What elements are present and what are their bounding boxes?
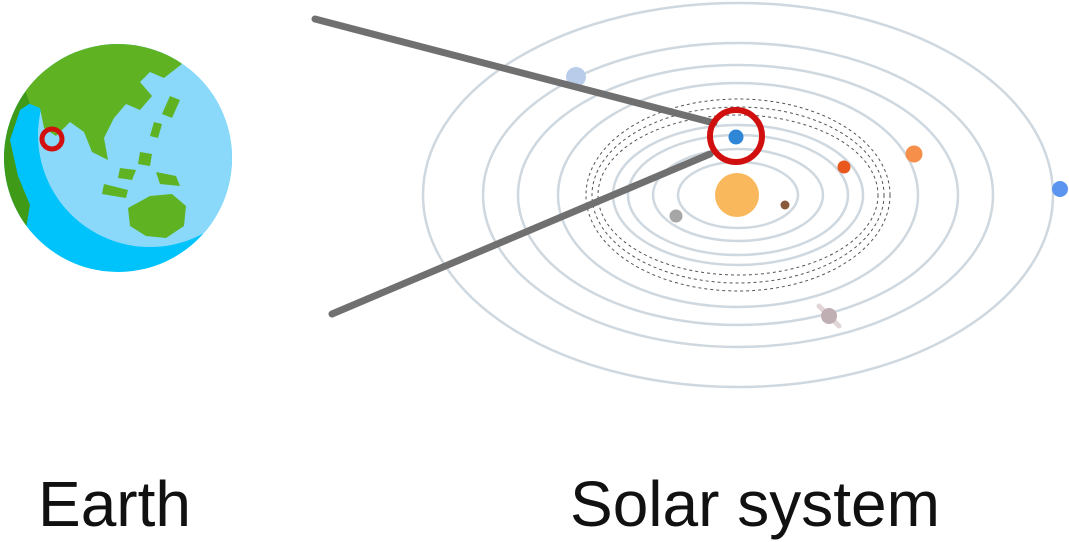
- planet-earth: [728, 129, 744, 145]
- earth-label: Earth: [38, 468, 191, 540]
- planet-mercury: [669, 209, 683, 223]
- asteroid-belt-outer: [585, 98, 891, 292]
- orbit-6: [516, 63, 960, 327]
- globe-island-1: [162, 96, 180, 118]
- planet-jupiter: [905, 145, 923, 163]
- globe-island-5: [156, 172, 180, 186]
- solar-system-diagram: [421, 1, 1068, 389]
- connector-line-top: [311, 15, 718, 127]
- location-ring-icon: [39, 126, 65, 152]
- globe-land-asia: [22, 44, 182, 160]
- globe-island-2: [150, 122, 162, 138]
- planet-mars: [837, 160, 851, 174]
- globe-island-6: [102, 184, 128, 198]
- orbit-7: [481, 41, 995, 349]
- solar-system-label: Solar system: [570, 468, 940, 540]
- globe-icon: [4, 44, 232, 272]
- globe-land-australia: [128, 194, 186, 238]
- globe-island-4: [138, 152, 152, 166]
- zoom-connector: [311, 15, 718, 318]
- connector-line-bottom: [328, 150, 714, 318]
- orbit-2: [651, 147, 825, 243]
- globe-island-3: [118, 168, 136, 180]
- highlight-ring-icon: [707, 107, 765, 165]
- orbit-8: [421, 1, 1055, 389]
- planet-uranus: [566, 67, 586, 87]
- asteroid-belt-inner: [597, 114, 879, 276]
- orbit-5: [556, 81, 920, 309]
- sun: [715, 173, 759, 217]
- planet-venus: [780, 200, 790, 210]
- asteroid-belt-middle: [591, 106, 885, 284]
- planet-saturn: [816, 303, 842, 329]
- saturn-body: [821, 308, 837, 324]
- planet-neptune: [1052, 181, 1068, 197]
